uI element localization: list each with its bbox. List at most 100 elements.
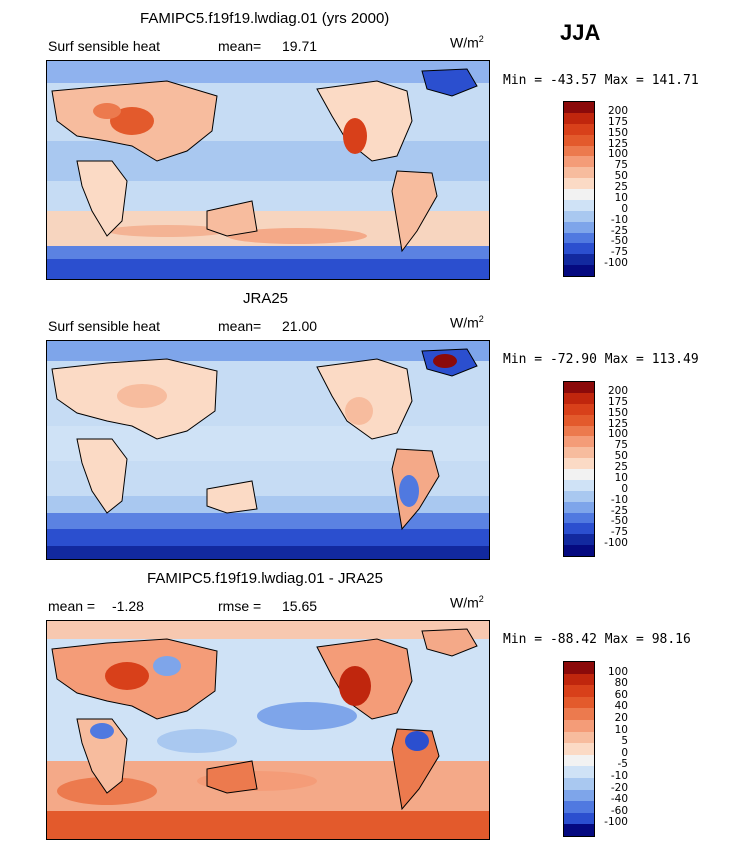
colorbar-tick-label: -50 [610, 235, 628, 248]
colorbar-swatch [564, 812, 594, 825]
colorbar-swatch [564, 243, 594, 255]
colorbar-swatch [564, 696, 594, 709]
colorbar-tick-label: 125 [607, 137, 628, 150]
colorbar-swatch [564, 766, 594, 778]
colorbar-swatch [564, 189, 594, 200]
colorbar-tick-label: -60 [610, 804, 628, 817]
colorbar-swatch [564, 134, 594, 146]
colorbar-tick-label: 150 [607, 126, 628, 139]
colorbar-tick-label: 0 [621, 202, 628, 215]
colorbar-tick-label: 175 [607, 395, 628, 408]
colorbar-tick-label: -50 [610, 515, 628, 528]
colorbar-tick-label: 0 [621, 746, 628, 759]
colorbar-swatch [564, 392, 594, 404]
colorbar-tick-label: 10 [614, 471, 628, 484]
panel2-colorbar-ticks: 200 175 150 125 100 75 50 25 10 0 -10 -25 -50 -75 -100 [598, 381, 628, 555]
panel2-minmax: Min = -72.90 Max = 113.49 [503, 352, 699, 367]
colorbar-tick-label: -100 [604, 537, 628, 550]
colorbar-swatch [564, 743, 594, 755]
colorbar-swatch [564, 210, 594, 222]
colorbar-swatch [564, 777, 594, 790]
colorbar-swatch [564, 232, 594, 244]
panel3-colorbar-ticks: 100 80 60 40 20 10 5 0 -5 -10 -20 -40 -60 -100 [598, 661, 628, 835]
colorbar-swatch [564, 512, 594, 524]
panel1-minmax: Min = -43.57 Max = 141.71 [503, 73, 699, 88]
panel1-colorbar-ticks: 200 175 150 125 100 75 50 25 10 0 -10 -25 -50 -75 -100 [598, 101, 628, 275]
colorbar-swatch [564, 789, 594, 802]
panel2-var-label: Surf sensible heat [48, 318, 161, 334]
colorbar-swatch [564, 545, 594, 556]
panel3-map [46, 620, 490, 840]
colorbar-tick-label: 100 [607, 665, 628, 678]
colorbar-swatch [564, 414, 594, 426]
colorbar-tick-label: -75 [610, 526, 628, 539]
panel1-var-label: Surf sensible heat [48, 38, 161, 54]
colorbar-tick-label: 80 [614, 677, 628, 690]
colorbar-swatch [564, 662, 594, 674]
colorbar-swatch [564, 156, 594, 168]
colorbar-tick-label: 125 [607, 417, 628, 430]
colorbar-tick-label: -10 [610, 770, 628, 782]
colorbar-tick-label: 200 [607, 104, 628, 117]
colorbar-swatch [564, 265, 594, 276]
panel3-title: FAMIPC5.f19f19.lwdiag.01 - JRA25 [147, 570, 383, 587]
panel1-title: FAMIPC5.f19f19.lwdiag.01 (yrs 2000) [140, 10, 390, 27]
colorbar-tick-label: -10 [610, 213, 628, 226]
colorbar-swatch [564, 112, 594, 124]
colorbar-tick-label: -25 [610, 504, 628, 517]
colorbar-tick-label: -40 [610, 793, 628, 806]
colorbar-swatch [564, 824, 594, 836]
panel2-mean-label: mean= [218, 318, 262, 334]
colorbar-tick-label: 150 [607, 406, 628, 419]
panel1-mean-label: mean= [218, 38, 262, 54]
colorbar-tick-label: 75 [614, 439, 628, 452]
colorbar-tick-label: 50 [614, 450, 628, 463]
colorbar-tick-label: 25 [614, 181, 628, 193]
colorbar-swatch [564, 123, 594, 135]
panel3-minmax: Min = -88.42 Max = 98.16 [503, 632, 691, 647]
colorbar-swatch [564, 199, 594, 211]
colorbar-swatch [564, 425, 594, 437]
colorbar-swatch [564, 458, 594, 469]
colorbar-tick-label: 10 [614, 723, 628, 736]
season-label: JJA [560, 20, 601, 45]
colorbar-tick-label: 10 [614, 191, 628, 204]
colorbar-swatch [564, 708, 594, 720]
colorbar-tick-label: 100 [607, 428, 628, 441]
colorbar-swatch [564, 447, 594, 459]
colorbar-swatch [564, 523, 594, 535]
colorbar-swatch [564, 673, 594, 686]
panel2-mean-value: 21.00 [282, 318, 318, 334]
colorbar-tick-label: -100 [604, 816, 628, 829]
colorbar-tick-label: 40 [614, 700, 628, 713]
panel2-title: JRA25 [243, 290, 289, 307]
colorbar-tick-label: 5 [621, 735, 628, 748]
panel3-mean-value: -1.28 [112, 598, 144, 614]
colorbar-tick-label: -100 [604, 257, 628, 270]
colorbar-swatch [564, 479, 594, 491]
colorbar-swatch [564, 501, 594, 513]
colorbar-swatch [564, 178, 594, 189]
colorbar-tick-label: -20 [610, 781, 628, 794]
panel2-colorbar [563, 381, 595, 557]
panel1-units: W/m2 [450, 34, 484, 51]
colorbar-swatch [564, 436, 594, 448]
colorbar-tick-label: 175 [607, 115, 628, 128]
colorbar-swatch [564, 254, 594, 266]
colorbar-swatch [564, 754, 594, 767]
colorbar-swatch [564, 403, 594, 415]
colorbar-tick-label: 0 [621, 482, 628, 495]
colorbar-swatch [564, 685, 594, 697]
colorbar-swatch [564, 102, 594, 113]
colorbar-tick-label: 50 [614, 170, 628, 183]
colorbar-tick-label: 60 [614, 688, 628, 701]
colorbar-swatch [564, 801, 594, 813]
colorbar-tick-label: -75 [610, 246, 628, 259]
colorbar-swatch [564, 490, 594, 502]
colorbar-swatch [564, 382, 594, 393]
panel3-rmse-label: rmse = [218, 598, 262, 614]
colorbar-swatch [564, 469, 594, 480]
colorbar-swatch [564, 731, 594, 744]
panel3-colorbar [563, 661, 595, 837]
panel3-rmse-value: 15.65 [282, 598, 318, 614]
